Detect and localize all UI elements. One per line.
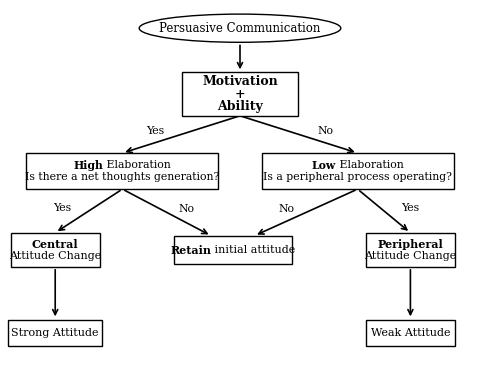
Text: Elaboration: Elaboration <box>103 160 171 170</box>
Text: Attitude Change: Attitude Change <box>364 251 456 261</box>
Text: Ability: Ability <box>217 100 263 113</box>
Text: Attitude Change: Attitude Change <box>9 251 101 261</box>
Text: Is there a net thoughts generation?: Is there a net thoughts generation? <box>25 172 219 182</box>
FancyBboxPatch shape <box>182 72 298 116</box>
Text: Central: Central <box>32 239 79 250</box>
Text: Elaboration: Elaboration <box>336 160 404 170</box>
Text: +: + <box>235 88 245 100</box>
Text: No: No <box>279 205 295 214</box>
Text: Yes: Yes <box>146 126 164 136</box>
Text: Is a peripheral process operating?: Is a peripheral process operating? <box>263 172 452 182</box>
Text: High: High <box>73 159 103 171</box>
Text: Motivation: Motivation <box>202 75 278 88</box>
FancyBboxPatch shape <box>11 233 100 267</box>
Text: Low: Low <box>312 159 336 171</box>
FancyBboxPatch shape <box>174 236 291 264</box>
Text: Peripheral: Peripheral <box>378 239 443 250</box>
FancyBboxPatch shape <box>366 320 455 346</box>
Text: Persuasive Communication: Persuasive Communication <box>159 22 321 35</box>
Text: Weak Attitude: Weak Attitude <box>371 328 450 338</box>
FancyBboxPatch shape <box>26 153 218 189</box>
Text: initial attitude: initial attitude <box>211 245 295 255</box>
Text: Yes: Yes <box>53 203 72 213</box>
Text: Retain: Retain <box>170 244 211 256</box>
Text: No: No <box>317 126 333 136</box>
Text: Yes: Yes <box>401 203 420 213</box>
FancyBboxPatch shape <box>9 320 102 346</box>
FancyBboxPatch shape <box>262 153 454 189</box>
Text: No: No <box>178 205 194 214</box>
FancyBboxPatch shape <box>366 233 455 267</box>
Text: Strong Attitude: Strong Attitude <box>12 328 99 338</box>
